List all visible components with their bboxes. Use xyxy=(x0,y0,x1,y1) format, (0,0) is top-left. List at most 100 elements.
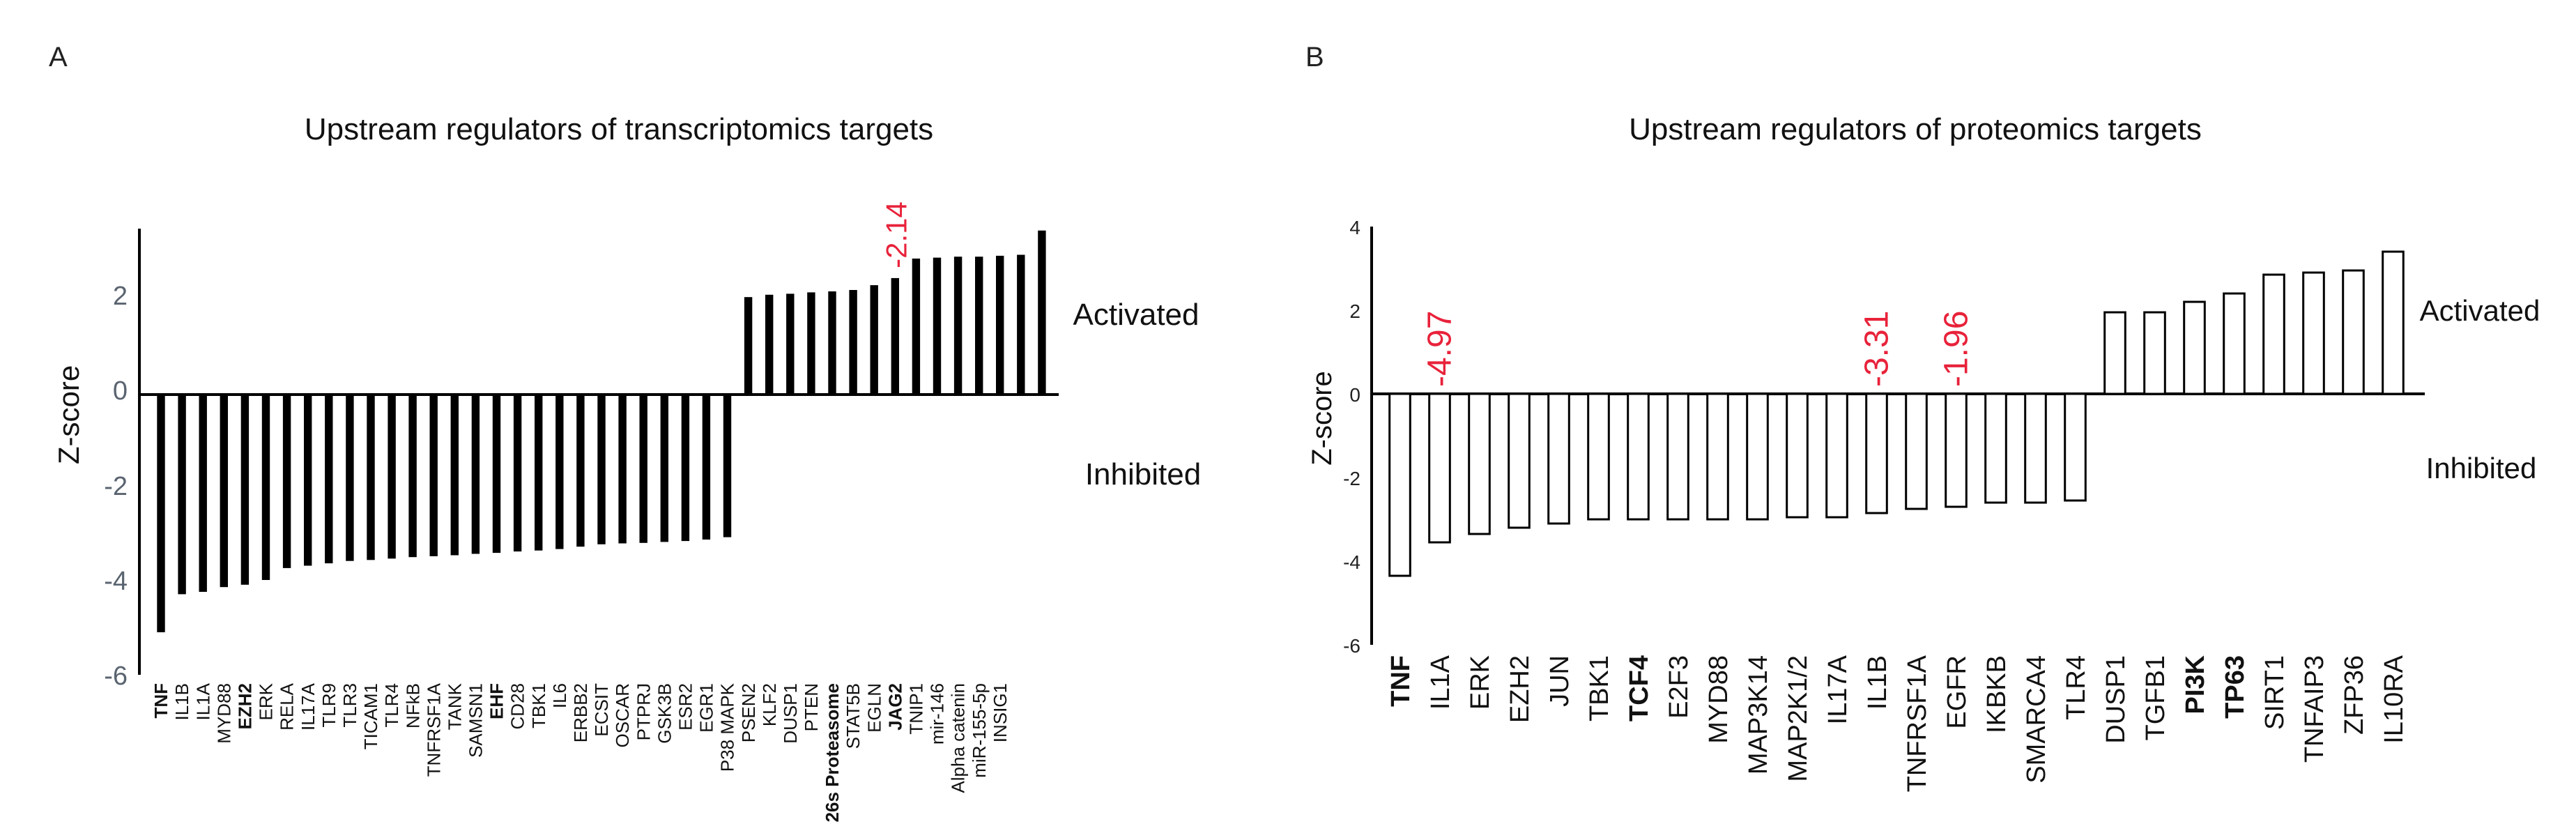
panel-b-xtick-label: MAP3K14 xyxy=(1744,655,1773,774)
panel-a-xtick-label: NFkB xyxy=(402,683,423,728)
panel-a-xtick-label: KLF2 xyxy=(759,683,780,726)
panel-a-bar xyxy=(975,257,983,395)
panel-a-xtick-label: IL1B xyxy=(171,683,192,721)
panel-a-bar xyxy=(744,297,753,395)
panel-a-xtick-label: INSIG1 xyxy=(990,683,1011,742)
panel-a-bar xyxy=(240,395,250,585)
panel-b-bar xyxy=(2103,311,2126,395)
panel-b-bar xyxy=(2302,271,2325,395)
panel-a-annotations: -2.14 xyxy=(880,201,912,268)
panel-a-bar xyxy=(304,395,312,566)
panel-b-xtick-label: IL1B xyxy=(1863,655,1892,710)
panel-a-yticks: 2 0 -2 -4 -6 xyxy=(104,282,128,691)
panel-a-bar xyxy=(681,395,690,542)
panel-b-bars xyxy=(1388,250,2405,577)
panel-a-bar xyxy=(282,395,291,568)
panel-a-xtick-label: mir-146 xyxy=(927,683,948,744)
panel-a-bar xyxy=(807,292,815,395)
panel-a-inhibited-label: Inhibited xyxy=(1085,457,1201,491)
panel-b-bar xyxy=(2024,392,2047,504)
panel-a-xtick-label: IL17A xyxy=(298,682,319,731)
panel-b-bar xyxy=(1547,392,1570,525)
panel-b-bar xyxy=(1706,392,1729,521)
panel-b-bar xyxy=(2143,311,2166,395)
panel-a-xtick-label: TNFRSF1A xyxy=(423,682,444,777)
panel-a-bar xyxy=(492,395,501,553)
panel-b-xtick-label: MAP2K1/2 xyxy=(1784,655,1813,782)
panel-a-xtick-label: MYD88 xyxy=(213,683,234,744)
panel-a-bar xyxy=(535,395,543,551)
panel-a-xtick-label: OSCAR xyxy=(612,683,633,747)
panel-b-xtick-label: TLR4 xyxy=(2062,655,2091,720)
panel-b-xtick-label: IL1A xyxy=(1426,655,1455,710)
panel-a-xtick-label: TICAM1 xyxy=(360,683,381,749)
panel-a: A Upstream regulators of transcriptomics… xyxy=(49,42,1201,822)
panel-b-xtick-label: EZH2 xyxy=(1505,655,1535,723)
panel-b-ytick: 2 xyxy=(1349,300,1360,322)
panel-a-bar xyxy=(953,257,963,395)
panel-a-annotation: -2.14 xyxy=(880,201,912,268)
panel-a-ylabel: Z-score xyxy=(52,365,85,464)
panel-b-xtick-label: TNF xyxy=(1386,655,1416,707)
panel-b-label: B xyxy=(1305,42,1324,72)
panel-b-bar xyxy=(1825,392,1848,519)
panel-b-xtick-label: TNFAIP3 xyxy=(2300,655,2329,763)
panel-b-yticks: 4 2 0 -2 -4 -6 xyxy=(1343,217,1360,657)
panel-a-xtick-label: 26s Proteasome xyxy=(822,683,843,822)
panel-b-bar xyxy=(1428,392,1451,544)
panel-b-bar xyxy=(2064,392,2087,502)
panel-a-xtick-label: TLR9 xyxy=(319,683,339,728)
panel-a-bar xyxy=(723,395,732,537)
panel-a-xtick-label: TBK1 xyxy=(528,683,549,728)
panel-a-xtick-label: JAG2 xyxy=(884,683,905,731)
panel-b-xtick-label: TGFB1 xyxy=(2141,655,2170,740)
panel-b-bar xyxy=(1666,392,1689,521)
panel-b-bar xyxy=(2223,292,2246,395)
panel-a-bar xyxy=(346,395,354,561)
panel-b-bar xyxy=(1627,392,1650,521)
panel-a-ytick: 2 xyxy=(113,282,128,311)
panel-b-bar xyxy=(1905,392,1928,510)
panel-a-ytick: -2 xyxy=(104,472,128,501)
panel-a-bar xyxy=(388,395,396,559)
panel-b-xtick-label: PI3K xyxy=(2181,655,2210,714)
panel-a-xtick-label: Alpha catenin xyxy=(948,683,969,793)
panel-b-bar xyxy=(1865,392,1888,514)
panel-a-bar xyxy=(576,395,585,547)
panel-a-xtick-label: PSEN2 xyxy=(738,683,759,742)
panel-a-xtick-label: IL6 xyxy=(549,683,570,708)
panel-a-bar xyxy=(828,291,836,395)
panel-b-bar xyxy=(2183,300,2206,395)
panel-a-xtick-label: RELA xyxy=(277,682,298,731)
panel-a-xtick-label: DUSP1 xyxy=(780,683,801,744)
panel-a-xtick-label: EZH2 xyxy=(235,683,256,729)
panel-b-xtick-label: ZFP36 xyxy=(2340,655,2369,735)
panel-a-bar xyxy=(178,395,186,595)
panel-a-bar xyxy=(891,277,899,395)
panel-b-xtick-label: IKBKB xyxy=(1982,655,2011,733)
panel-b-annotation: -3.31 xyxy=(1859,311,1896,387)
panel-a-xtick-label: ERK xyxy=(256,682,277,720)
panel-a-xtick-label: IL1A xyxy=(192,682,213,720)
panel-a-bar xyxy=(933,257,942,395)
panel-b-xtick-label: ERK xyxy=(1466,655,1495,710)
panel-b-inhibited-label: Inhibited xyxy=(2426,452,2537,484)
panel-a-bar xyxy=(429,395,438,556)
panel-b-annotation: -1.96 xyxy=(1938,311,1975,387)
panel-b-ytick: 4 xyxy=(1349,217,1360,238)
panel-b-xtick-label: E2F3 xyxy=(1664,655,1694,719)
panel-a-bar xyxy=(513,395,522,552)
panel-a-activated-label: Activated xyxy=(1073,298,1199,332)
panel-b-ytick: 0 xyxy=(1349,384,1360,406)
panel-a-xtick-label: ESR2 xyxy=(675,683,696,731)
panel-b-bar xyxy=(1468,392,1491,535)
panel-a-xtick-label: ECSIT xyxy=(591,683,612,737)
panel-a-bar xyxy=(639,395,647,543)
panel-b-axes xyxy=(1370,227,2425,645)
panel-a-xtick-label: CD28 xyxy=(507,683,528,729)
panel-a-bar xyxy=(660,395,668,542)
panel-b-annotations: -4.97 -3.31 -1.96 xyxy=(1422,311,1975,387)
panel-a-ytick: -4 xyxy=(104,567,128,596)
panel-a-xtick-label: GSK3B xyxy=(654,683,675,744)
